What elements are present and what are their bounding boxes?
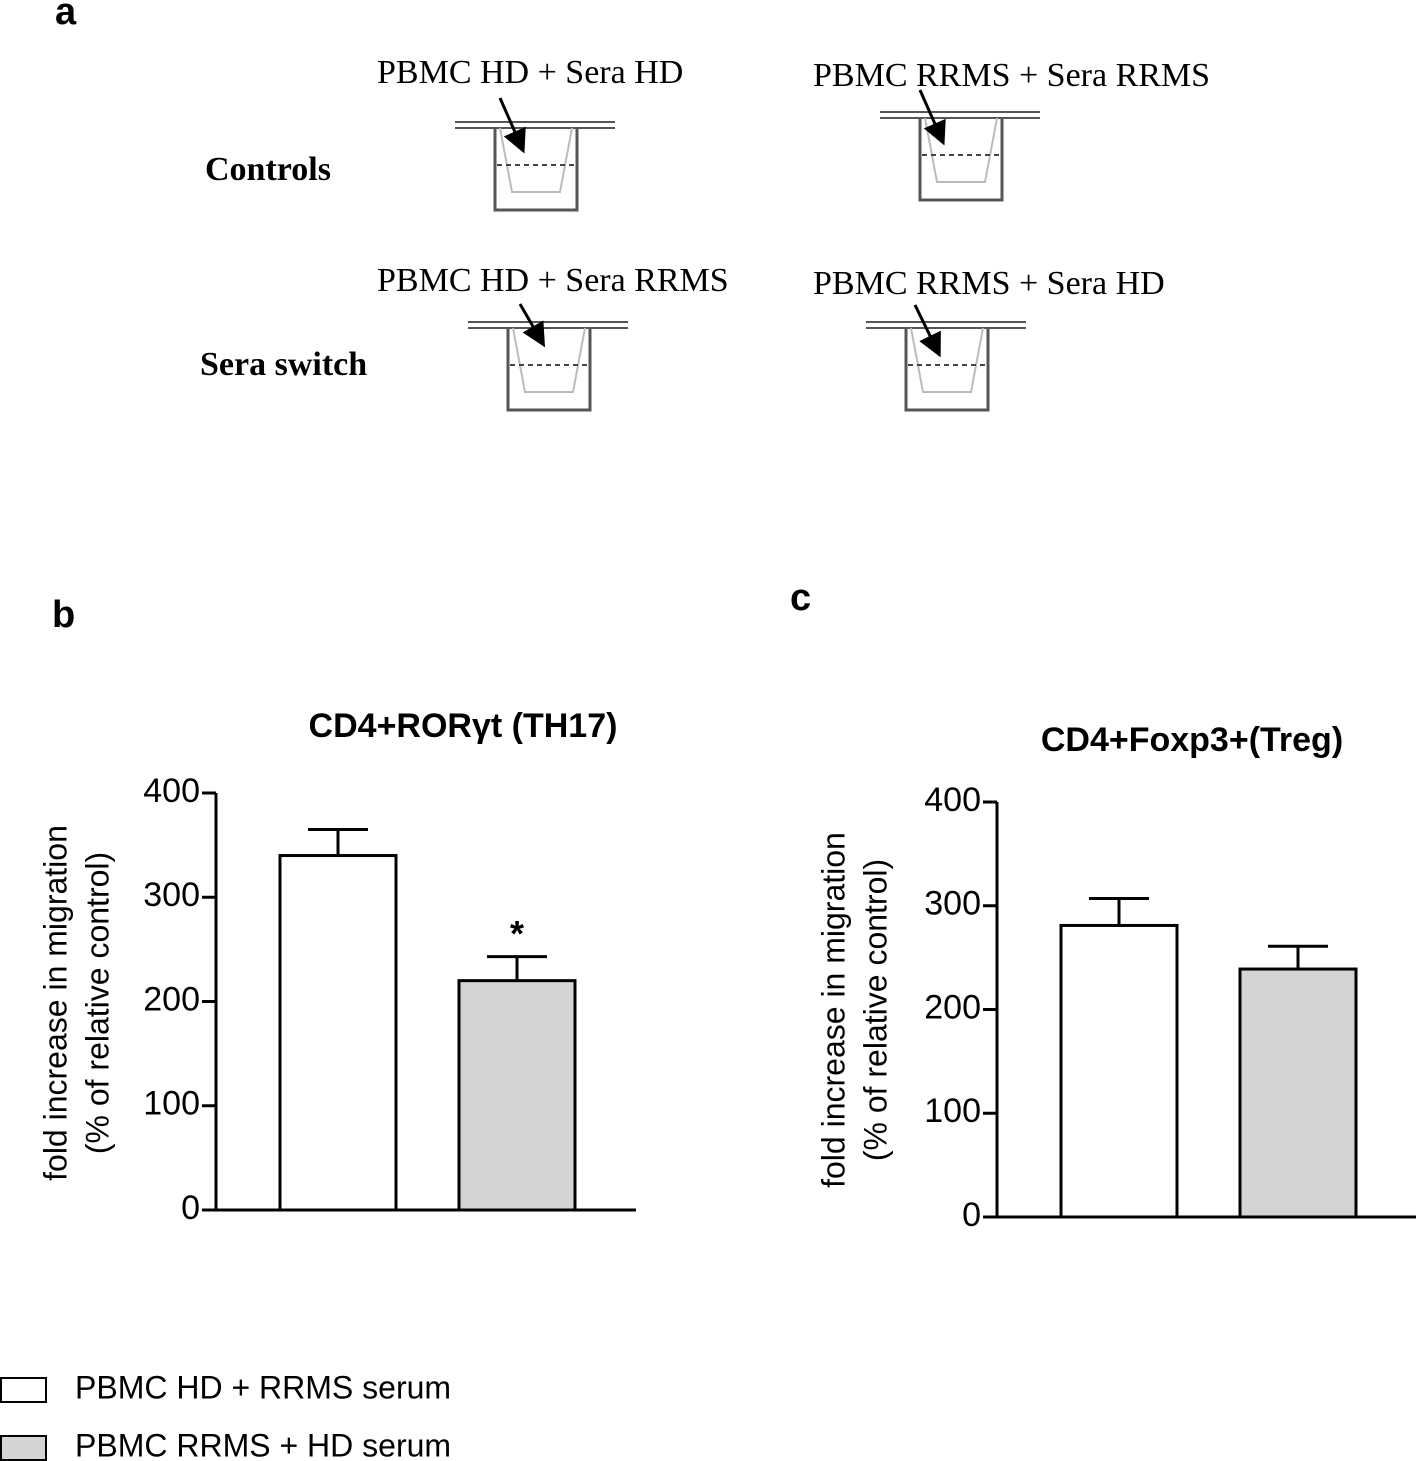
legend-label: PBMC RRMS + HD serum [75,1427,451,1461]
y-axis-label: (% of relative control) [79,852,115,1154]
panel-label: a [55,0,77,33]
legend-label: PBMC HD + RRMS serum [75,1369,451,1405]
row-label: Controls [205,151,331,188]
well-label: PBMC RRMS + Sera RRMS [813,57,1210,94]
significance-marker: * [510,913,524,954]
y-tick-label: 0 [181,1189,200,1227]
chart-title: CD4+RORγt (TH17) [309,707,618,745]
y-tick-label: 100 [924,1092,981,1130]
well [878,110,1042,202]
panel-label: b [52,594,75,636]
y-axis-label: fold increase in migration [815,832,851,1188]
legend: PBMC HD + RRMS serum PBMC RRMS + HD seru… [0,1369,451,1461]
bar [1238,967,1358,1219]
well [453,120,617,212]
bar [278,854,398,1212]
y-tick-label: 200 [924,988,981,1026]
y-axis-label: (% of relative control) [857,859,893,1161]
y-tick-label: 200 [143,980,200,1018]
y-tick-label: 400 [143,772,200,810]
well [466,320,630,412]
row-label: Sera switch [200,346,367,383]
legend-swatch [0,1435,47,1461]
y-tick-label: 400 [924,781,981,819]
bar [457,979,577,1212]
bar [1059,923,1179,1219]
well-label: PBMC HD + Sera RRMS [377,262,729,299]
well [864,320,1028,412]
y-tick-label: 300 [924,885,981,923]
well-label: PBMC RRMS + Sera HD [813,265,1165,302]
y-tick-label: 100 [143,1085,200,1123]
chart-title: CD4+Foxp3+(Treg) [1041,721,1343,759]
well-label: PBMC HD + Sera HD [377,54,683,91]
y-tick-label: 300 [143,876,200,914]
y-tick-label: 0 [962,1196,981,1234]
y-axis-label: fold increase in migration [37,825,73,1181]
arrows [498,89,946,358]
panel-label: c [790,577,811,619]
legend-swatch [0,1377,47,1403]
